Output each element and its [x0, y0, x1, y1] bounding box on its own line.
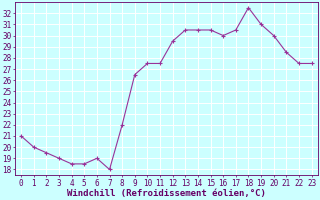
X-axis label: Windchill (Refroidissement éolien,°C): Windchill (Refroidissement éolien,°C)	[67, 189, 266, 198]
